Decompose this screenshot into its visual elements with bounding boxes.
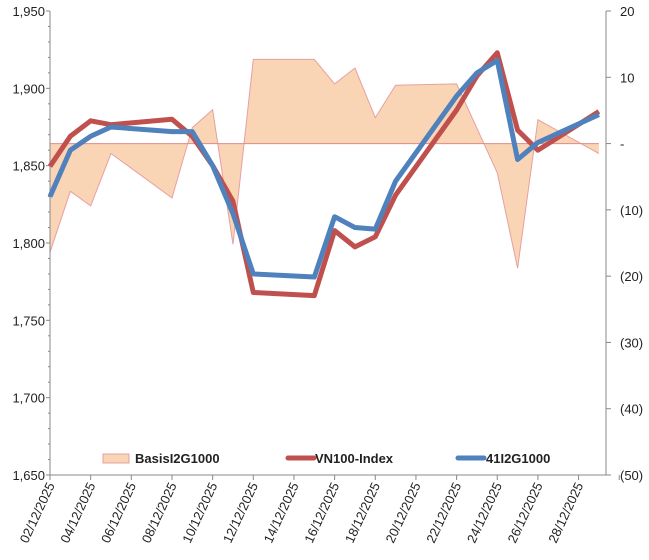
left-tick-label: 1,750 — [12, 313, 45, 328]
left-tick-label: 1,800 — [12, 236, 45, 251]
41i2g1000-line — [47, 57, 600, 280]
legend-label-vn100: VN100-Index — [315, 451, 394, 466]
x-tick-label: 08/12/2025 — [139, 480, 180, 545]
x-tick-label: 20/12/2025 — [383, 480, 424, 545]
left-tick-label: 1,700 — [12, 391, 45, 406]
vn100-index-line — [47, 50, 601, 299]
right-tick-label: - — [620, 137, 624, 152]
x-tick-label: 22/12/2025 — [423, 480, 464, 545]
left-tick-label: 1,650 — [12, 468, 45, 483]
right-tick-label: (50) — [620, 468, 643, 483]
x-tick-label: 10/12/2025 — [179, 480, 220, 545]
right-tick-label: (10) — [620, 203, 643, 218]
x-tick-label: 16/12/2025 — [301, 480, 342, 545]
x-tick-label: 06/12/2025 — [98, 480, 139, 545]
basis-area-edge — [49, 58, 600, 269]
right-tick-label: (30) — [620, 335, 643, 350]
x-tick-label: 28/12/2025 — [545, 480, 586, 545]
x-tick-label: 04/12/2025 — [57, 480, 98, 545]
right-tick-label: 10 — [620, 70, 634, 85]
right-tick-label: (20) — [620, 269, 643, 284]
x-tick-label: 26/12/2025 — [505, 480, 546, 545]
x-tick-label: 18/12/2025 — [342, 480, 383, 545]
left-tick-label: 1,850 — [12, 159, 45, 174]
legend: BasisI2G1000 VN100-Index 41I2G1000 — [102, 451, 550, 466]
x-tick-label: 12/12/2025 — [220, 480, 261, 545]
left-tick-label: 1,900 — [12, 81, 45, 96]
legend-label-41i2g1000: 41I2G1000 — [486, 451, 550, 466]
left-tick-label: 1,950 — [12, 4, 45, 19]
x-tick-label: 14/12/2025 — [261, 480, 302, 545]
basis-area — [50, 59, 599, 269]
right-tick-label: (40) — [620, 402, 643, 417]
lines-layer — [47, 50, 601, 299]
area-layer — [49, 58, 600, 269]
legend-swatch-basis — [102, 453, 130, 464]
x-tick-label: 02/12/2025 — [17, 480, 58, 545]
right-tick-label: 20 — [620, 4, 634, 19]
x-tick-label: 24/12/2025 — [464, 480, 505, 545]
legend-label-basis: BasisI2G1000 — [135, 451, 220, 466]
